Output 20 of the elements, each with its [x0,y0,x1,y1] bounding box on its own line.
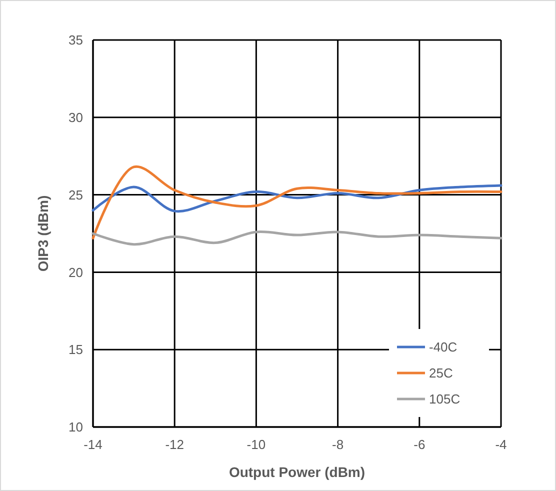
x-tick-label: -10 [246,437,266,452]
line-series [92,184,502,213]
x-axis-title: Output Power (dBm) [228,464,366,480]
y-tick-label: 10 [68,420,83,435]
y-axis-title: OIP3 (dBm) [35,195,51,272]
y-tick-label: 25 [68,187,83,202]
y-tick-label: 15 [68,342,83,358]
x-tick-label: -14 [84,437,102,452]
x-tick-label: -12 [165,437,184,452]
x-tick-label: -4 [495,437,507,452]
x-tick-label: -6 [414,437,426,452]
y-tick-label: 30 [68,110,83,125]
y-tick-label: 35 [68,32,83,48]
legend-label: 25C [429,366,453,381]
legend-label: -40C [429,340,458,355]
y-tick-label: 20 [68,264,83,280]
line-series [92,230,502,246]
line-series [92,166,502,240]
x-tick-label: -8 [332,437,344,452]
legend-label: 105C [429,392,460,407]
